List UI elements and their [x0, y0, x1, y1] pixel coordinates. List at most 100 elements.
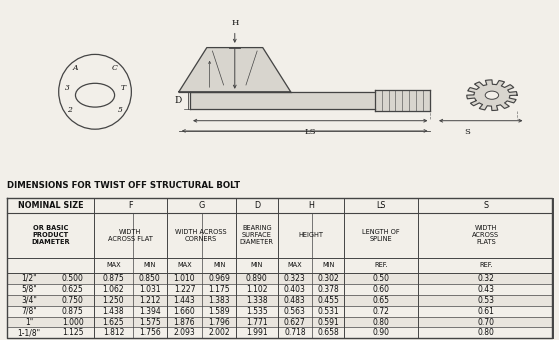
Text: MAX: MAX: [177, 262, 192, 268]
Text: 1.250: 1.250: [103, 296, 124, 305]
Text: LS: LS: [377, 201, 386, 210]
Text: 0.53: 0.53: [477, 296, 494, 305]
Text: OR BASIC
PRODUCT
DIAMETER: OR BASIC PRODUCT DIAMETER: [31, 225, 70, 245]
Text: 0.403: 0.403: [284, 285, 306, 294]
Text: D: D: [254, 201, 260, 210]
Text: T: T: [120, 84, 126, 92]
Text: WIDTH ACROSS
CORNERS: WIDTH ACROSS CORNERS: [176, 229, 227, 242]
Text: 0.72: 0.72: [373, 307, 390, 316]
Text: 0.875: 0.875: [62, 307, 83, 316]
Text: 1.756: 1.756: [139, 328, 160, 337]
Text: 0.70: 0.70: [477, 318, 494, 326]
Polygon shape: [467, 80, 517, 110]
Text: 0.65: 0.65: [373, 296, 390, 305]
Text: 1.125: 1.125: [62, 328, 83, 337]
Text: C: C: [112, 64, 117, 72]
Text: 0.750: 0.750: [61, 296, 84, 305]
Text: 1.175: 1.175: [209, 285, 230, 294]
Text: HEIGHT: HEIGHT: [299, 233, 324, 238]
Text: 0.890: 0.890: [246, 274, 268, 283]
Bar: [7, 273, 552, 284]
Text: 0.627: 0.627: [284, 318, 306, 326]
Text: 1.010: 1.010: [174, 274, 195, 283]
Text: 1.394: 1.394: [139, 307, 160, 316]
Text: H: H: [308, 201, 314, 210]
Text: 1-1/8": 1-1/8": [17, 328, 41, 337]
Text: MIN: MIN: [144, 262, 156, 268]
Text: 1.812: 1.812: [103, 328, 124, 337]
Text: 1.443: 1.443: [174, 296, 195, 305]
Text: 0.500: 0.500: [61, 274, 84, 283]
Text: 0.969: 0.969: [208, 274, 230, 283]
Text: 0.658: 0.658: [318, 328, 339, 337]
Text: 5: 5: [118, 106, 122, 115]
Text: D: D: [174, 96, 182, 105]
Text: NOMINAL SIZE: NOMINAL SIZE: [17, 201, 83, 210]
Text: 0.43: 0.43: [477, 285, 494, 294]
Text: 0.850: 0.850: [139, 274, 160, 283]
Text: 0.90: 0.90: [373, 328, 390, 337]
Text: 0.378: 0.378: [318, 285, 339, 294]
Text: A: A: [73, 64, 78, 72]
Text: 0.563: 0.563: [284, 307, 306, 316]
Polygon shape: [190, 92, 375, 109]
Text: 3: 3: [65, 84, 69, 92]
Text: 0.718: 0.718: [284, 328, 306, 337]
Text: 0.302: 0.302: [318, 274, 339, 283]
Text: 0.625: 0.625: [62, 285, 83, 294]
Text: 1.991: 1.991: [246, 328, 268, 337]
Text: 3/4": 3/4": [21, 296, 37, 305]
Text: 0.875: 0.875: [103, 274, 124, 283]
Text: 1.383: 1.383: [209, 296, 230, 305]
Polygon shape: [375, 90, 430, 110]
Text: 0.32: 0.32: [477, 274, 494, 283]
Text: 1.660: 1.660: [174, 307, 195, 316]
Text: 1.771: 1.771: [246, 318, 268, 326]
Text: H: H: [231, 19, 239, 27]
Text: WIDTH
ACROSS FLAT: WIDTH ACROSS FLAT: [108, 229, 153, 242]
Text: LENGTH OF
SPLINE: LENGTH OF SPLINE: [362, 229, 400, 242]
Text: 0.323: 0.323: [284, 274, 306, 283]
Text: 1": 1": [25, 318, 33, 326]
Text: 1.876: 1.876: [174, 318, 195, 326]
Text: REF.: REF.: [479, 262, 492, 268]
Text: 0.80: 0.80: [373, 318, 390, 326]
Text: 0.60: 0.60: [373, 285, 390, 294]
Text: S: S: [464, 128, 470, 136]
Text: 7/8": 7/8": [21, 307, 37, 316]
Text: 0.591: 0.591: [318, 318, 339, 326]
Bar: [7, 317, 552, 327]
Text: 0.80: 0.80: [477, 328, 494, 337]
Text: MAX: MAX: [287, 262, 302, 268]
Text: 1/2": 1/2": [21, 274, 37, 283]
Circle shape: [485, 91, 499, 99]
Text: 0.61: 0.61: [477, 307, 494, 316]
Text: 2: 2: [68, 106, 72, 115]
Text: LS: LS: [305, 128, 316, 136]
Text: DIMENSIONS FOR TWIST OFF STRUCTURAL BOLT: DIMENSIONS FOR TWIST OFF STRUCTURAL BOLT: [7, 181, 240, 190]
Text: MIN: MIN: [322, 262, 334, 268]
Text: 1.338: 1.338: [246, 296, 268, 305]
Text: REF.: REF.: [375, 262, 388, 268]
Text: 1.102: 1.102: [246, 285, 268, 294]
Text: 1.062: 1.062: [103, 285, 124, 294]
Text: 2.093: 2.093: [174, 328, 195, 337]
Text: 0.531: 0.531: [318, 307, 339, 316]
Polygon shape: [179, 48, 291, 92]
Text: 1.535: 1.535: [246, 307, 268, 316]
Text: MAX: MAX: [106, 262, 121, 268]
Text: 1.212: 1.212: [139, 296, 160, 305]
Text: 1.589: 1.589: [209, 307, 230, 316]
Text: 5/8": 5/8": [21, 285, 37, 294]
Text: MIN: MIN: [213, 262, 225, 268]
Text: BEARING
SURFACE
DIAMETER: BEARING SURFACE DIAMETER: [240, 225, 274, 245]
Text: F: F: [128, 201, 132, 210]
Text: 2.002: 2.002: [209, 328, 230, 337]
Text: 1.796: 1.796: [209, 318, 230, 326]
Text: 1.625: 1.625: [103, 318, 124, 326]
Text: 1.031: 1.031: [139, 285, 160, 294]
Text: 0.455: 0.455: [317, 296, 339, 305]
Text: 1.227: 1.227: [174, 285, 195, 294]
Text: 1.000: 1.000: [62, 318, 83, 326]
Text: S: S: [483, 201, 489, 210]
